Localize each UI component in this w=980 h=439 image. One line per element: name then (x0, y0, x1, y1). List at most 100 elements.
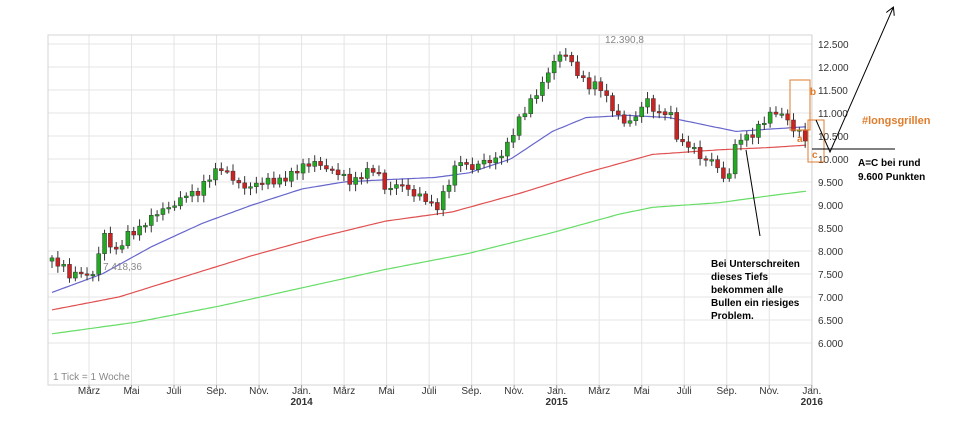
candle-up (143, 225, 148, 228)
candle-up (365, 168, 370, 179)
candle-up (184, 195, 189, 198)
candle-up (709, 159, 714, 162)
candle-up (341, 173, 347, 176)
candle-down (697, 147, 703, 159)
moving-averages (51, 114, 807, 335)
candle-up (452, 165, 458, 186)
candle-down (662, 111, 668, 116)
candle-up (254, 182, 259, 187)
ma-line-ma200 (51, 190, 807, 335)
hashtag-label: #longsgrillen (862, 115, 931, 127)
candle-up (540, 81, 545, 96)
x-tick-label: Nov. (249, 386, 269, 397)
y-tick-label: 8.500 (818, 224, 843, 235)
y-tick-label: 7.500 (818, 270, 843, 281)
x-tick-label: Jan. (292, 386, 311, 397)
x-tick-label: Juli (167, 386, 182, 397)
x-tick-label: März (333, 386, 355, 397)
candle-up (446, 184, 452, 192)
candle-down (376, 172, 382, 175)
plot-frame (47, 34, 813, 386)
candle-up (300, 163, 306, 174)
candles (49, 48, 808, 283)
candle-up (154, 214, 160, 217)
candle-down (429, 201, 434, 204)
candle-up (49, 257, 55, 262)
candle-down (464, 162, 469, 165)
x-tick-label: März (588, 386, 610, 397)
high-label: 12.390,8 (605, 35, 644, 46)
candle-down (329, 168, 335, 171)
y-axis: 6.000 6.500 7.000 7.500 8.000 8.500 9.000 9.500… (818, 40, 849, 350)
candle-down (259, 182, 265, 185)
candle-down (470, 164, 475, 170)
candle-down (569, 55, 574, 63)
candle-up (61, 264, 66, 267)
candle-down (271, 177, 277, 185)
candle-up (149, 215, 154, 226)
candle-down (802, 129, 808, 142)
candle-up (732, 144, 738, 175)
candle-down (610, 95, 615, 112)
candle-down (242, 182, 247, 189)
candle-down (55, 257, 61, 267)
candle-up (592, 81, 598, 90)
y-tick-label: 11.500 (818, 86, 848, 97)
candle-down (423, 193, 428, 202)
candle-down (750, 134, 755, 138)
candle-down (621, 114, 627, 124)
x-tick-label: Mai (379, 386, 395, 397)
candle-up (762, 122, 767, 125)
candle-up (767, 111, 773, 124)
candle-up (493, 157, 498, 164)
candle-up (119, 245, 125, 250)
candle-down (67, 264, 72, 279)
candle-up (207, 179, 212, 182)
candle-down (773, 111, 779, 115)
candle-up (557, 54, 563, 62)
candle-down (113, 246, 119, 250)
candle-up (645, 98, 650, 108)
y-tick-label: 6.500 (818, 316, 843, 327)
candle-down (405, 184, 411, 190)
candle-down (306, 163, 312, 167)
candle-down (487, 159, 493, 164)
candle-up (738, 139, 744, 145)
candle-up (639, 106, 644, 118)
x-year-label: 2015 (546, 397, 569, 408)
candle-down (680, 139, 685, 143)
warning-pointer (745, 149, 761, 237)
candle-down (131, 231, 136, 236)
warning-note-line-5: Problem. (711, 311, 754, 322)
y-tick-label: 8.000 (818, 247, 843, 258)
candle-down (703, 158, 709, 161)
y-tick-label: 11.000 (818, 109, 848, 120)
wave-label-a: a (797, 134, 803, 145)
candle-up (627, 120, 633, 124)
candle-up (160, 208, 166, 215)
candle-up (189, 191, 195, 197)
candle-down (581, 75, 586, 78)
candle-up (277, 177, 282, 185)
candle-down (294, 170, 300, 174)
candle-up (90, 274, 96, 277)
candle-down (785, 113, 790, 121)
candle-down (84, 273, 90, 276)
candle-up (394, 184, 399, 189)
low-label: 7.418,36 (103, 262, 142, 273)
candle-up (312, 161, 317, 167)
candle-down (78, 271, 84, 275)
candle-up (727, 173, 732, 179)
candle-down (230, 170, 236, 181)
candle-down (318, 161, 323, 166)
candle-up (178, 197, 183, 207)
projection-arrow (815, 8, 893, 154)
x-tick-label: Nov. (504, 386, 524, 397)
candle-up (125, 231, 131, 246)
x-year-label: 2016 (801, 397, 824, 408)
candle-down (721, 167, 726, 179)
candle-down (195, 191, 201, 196)
candle-down (435, 202, 440, 211)
